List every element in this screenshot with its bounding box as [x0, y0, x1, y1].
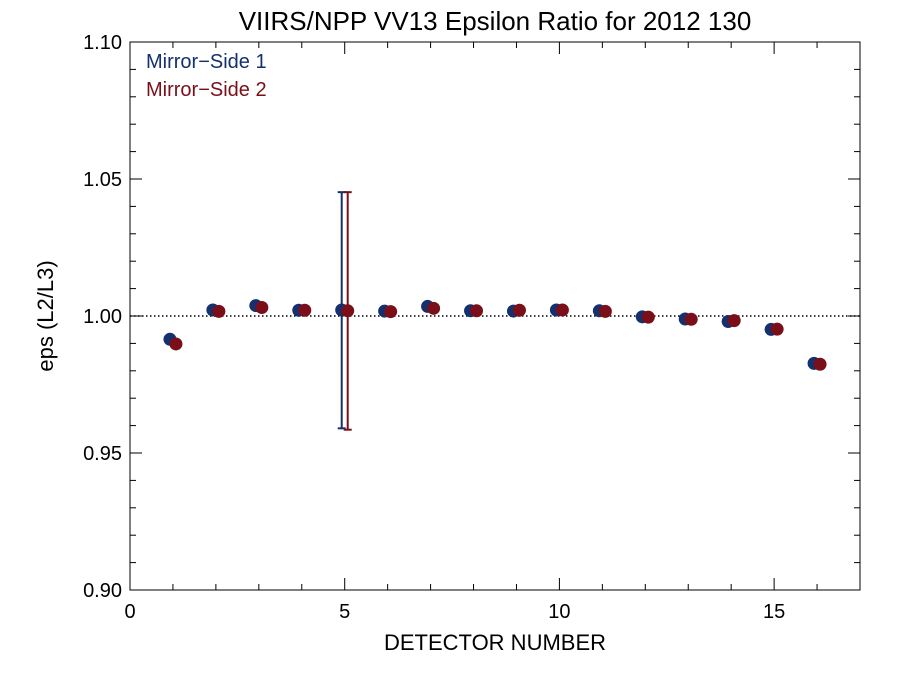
- data-point-series-2: [555, 303, 569, 317]
- data-point-series-2: [384, 305, 398, 319]
- x-axis-title: DETECTOR NUMBER: [384, 630, 606, 655]
- y-tick-label: 1.05: [83, 169, 122, 191]
- data-point-series-2: [727, 314, 741, 328]
- x-tick-label: 0: [124, 601, 135, 623]
- y-tick-label: 0.95: [83, 443, 122, 465]
- tick-layer: 0 5 10 15 0.90 0.95 1.00 1.05 1.10: [83, 32, 861, 623]
- data-point-series-2: [684, 312, 698, 326]
- data-point-series-2: [512, 303, 526, 317]
- data-point-series-2: [341, 304, 355, 318]
- data-point-series-2: [169, 337, 183, 351]
- y-tick-label: 1.00: [83, 306, 122, 328]
- chart-title: VIIRS/NPP VV13 Epsilon Ratio for 2012 13…: [239, 6, 752, 36]
- legend-entry-series-1: Mirror−Side 1: [146, 51, 267, 73]
- data-point-series-2: [427, 301, 441, 315]
- data-point-series-2: [770, 322, 784, 336]
- data-point-series-2: [298, 303, 312, 317]
- legend: Mirror−Side 1 Mirror−Side 2: [146, 51, 267, 101]
- legend-entry-series-2: Mirror−Side 2: [146, 79, 267, 101]
- data-point-series-2: [598, 304, 612, 318]
- y-axis-title: eps (L2/L3): [33, 260, 58, 371]
- x-tick-label: 5: [339, 601, 350, 623]
- data-point-series-2: [255, 301, 269, 315]
- data-point-series-2: [212, 304, 226, 318]
- x-tick-label: 15: [763, 601, 785, 623]
- y-tick-label: 0.90: [83, 580, 122, 602]
- data-layer: [163, 191, 827, 431]
- x-tick-label: 10: [548, 601, 570, 623]
- data-point-series-2: [813, 357, 827, 371]
- y-tick-label: 1.10: [83, 32, 122, 54]
- data-point-series-2: [641, 310, 655, 324]
- data-point-series-2: [470, 304, 484, 318]
